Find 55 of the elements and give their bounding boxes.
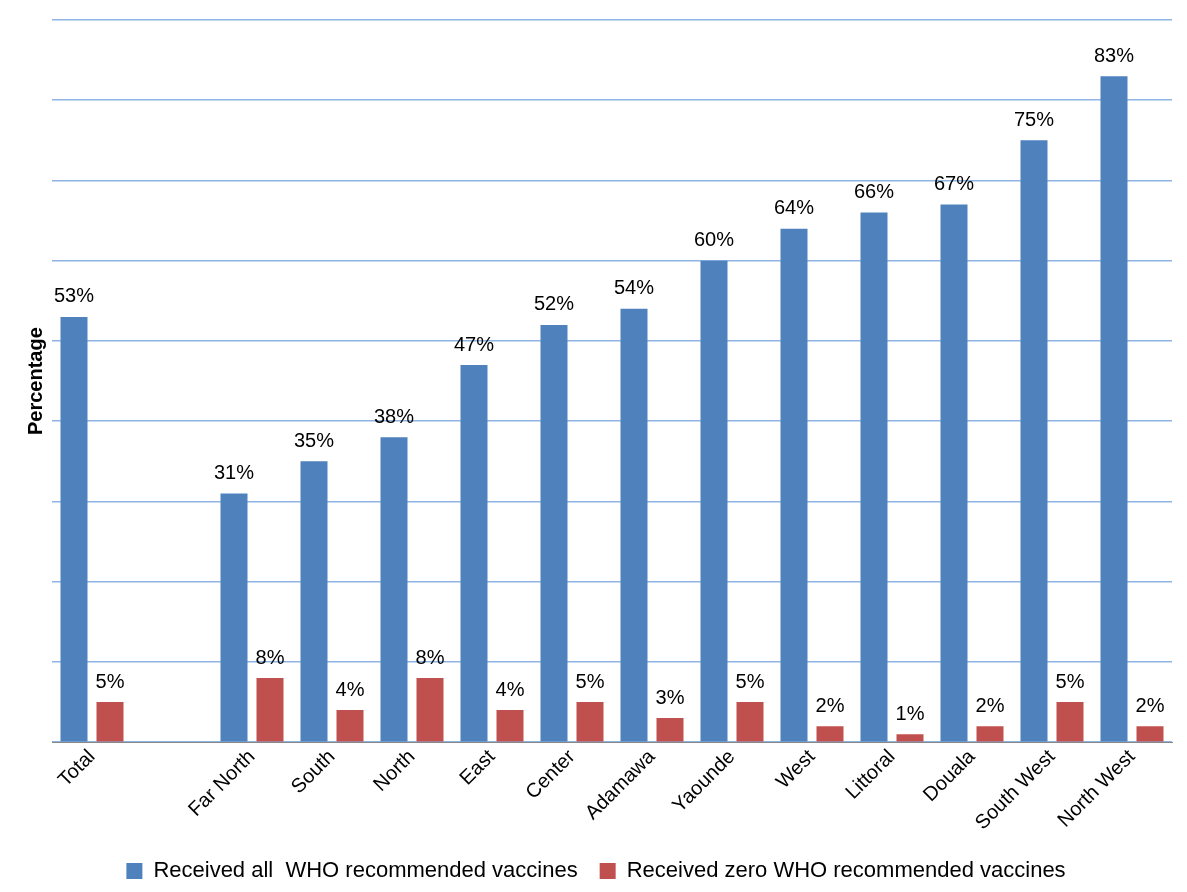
bar bbox=[1020, 140, 1048, 742]
data-label: 5% bbox=[735, 669, 765, 692]
data-label: 54% bbox=[613, 276, 655, 299]
data-label: 1% bbox=[895, 701, 925, 724]
bar bbox=[416, 677, 444, 742]
bar bbox=[300, 461, 328, 742]
bar bbox=[620, 308, 648, 742]
bar bbox=[1136, 726, 1164, 742]
bar bbox=[940, 204, 968, 742]
legend-label: Received all WHO recommended vaccines bbox=[153, 857, 578, 883]
data-label: 5% bbox=[575, 669, 605, 692]
bar bbox=[1056, 702, 1084, 742]
data-label: 47% bbox=[453, 332, 495, 355]
data-label: 2% bbox=[975, 693, 1005, 716]
data-label: 8% bbox=[255, 645, 285, 668]
y-axis-title: Percentage bbox=[23, 327, 46, 436]
data-label: 53% bbox=[53, 284, 95, 307]
data-label: 2% bbox=[1135, 693, 1165, 716]
data-label: 4% bbox=[335, 677, 365, 700]
data-label: 4% bbox=[495, 677, 525, 700]
bar bbox=[460, 365, 488, 742]
bar bbox=[336, 710, 364, 742]
bar bbox=[96, 702, 124, 742]
bar bbox=[860, 212, 888, 742]
data-label: 67% bbox=[933, 172, 975, 195]
bar bbox=[700, 260, 728, 742]
bar bbox=[736, 702, 764, 742]
bar bbox=[896, 734, 924, 742]
bar bbox=[1100, 76, 1128, 742]
data-label: 75% bbox=[1013, 107, 1055, 130]
data-label: 2% bbox=[815, 693, 845, 716]
data-label: 64% bbox=[773, 196, 815, 219]
bar bbox=[256, 677, 284, 742]
data-label: 66% bbox=[853, 180, 895, 203]
bar bbox=[380, 437, 408, 742]
data-label: 5% bbox=[95, 669, 125, 692]
data-label: 3% bbox=[655, 685, 685, 708]
legend-label: Received zero WHO recommended vaccines bbox=[626, 857, 1066, 883]
data-label: 52% bbox=[533, 292, 575, 315]
bar bbox=[540, 324, 568, 742]
bar bbox=[816, 726, 844, 742]
data-label: 38% bbox=[373, 404, 415, 427]
data-label: 5% bbox=[1055, 669, 1085, 692]
data-label: 35% bbox=[293, 428, 335, 451]
data-label: 83% bbox=[1093, 43, 1135, 66]
bar bbox=[60, 316, 88, 742]
data-label: 31% bbox=[213, 460, 255, 483]
bar bbox=[656, 718, 684, 742]
bar bbox=[496, 710, 524, 742]
bar bbox=[220, 493, 248, 742]
data-label: 60% bbox=[693, 228, 735, 251]
bar bbox=[576, 702, 604, 742]
data-label: 8% bbox=[415, 645, 445, 668]
bar bbox=[780, 228, 808, 742]
bar bbox=[976, 726, 1004, 742]
